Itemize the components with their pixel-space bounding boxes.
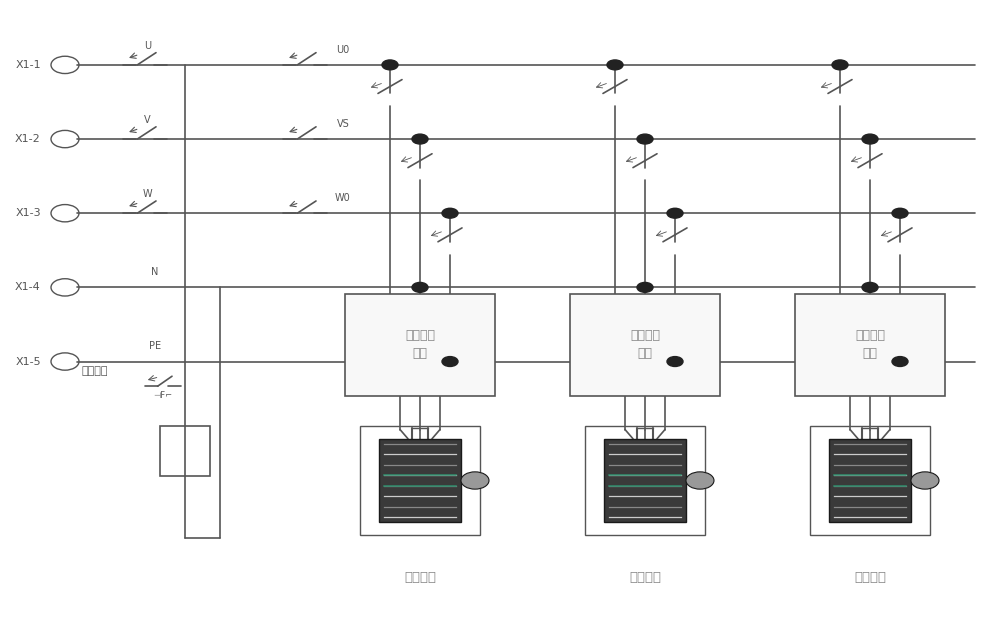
Text: 左右电机
伺服: 左右电机 伺服 [630, 329, 660, 360]
Circle shape [667, 357, 683, 366]
Text: X1-3: X1-3 [15, 208, 41, 218]
Text: 前后电机
伺服: 前后电机 伺服 [405, 329, 435, 360]
Text: VS: VS [337, 119, 349, 129]
Bar [360, 426, 480, 535]
Bar [570, 294, 720, 396]
Circle shape [667, 208, 683, 218]
Bar [810, 426, 930, 535]
Bar [160, 426, 210, 476]
Circle shape [637, 282, 653, 292]
Bar [829, 439, 911, 522]
Text: 前后电机: 前后电机 [404, 571, 436, 585]
Bar [604, 439, 686, 522]
Circle shape [442, 357, 458, 366]
Text: U0: U0 [336, 44, 350, 54]
Text: N: N [151, 267, 159, 277]
Circle shape [637, 134, 653, 144]
Text: X1-5: X1-5 [15, 357, 41, 366]
Text: 急停按鈕: 急停按鈕 [82, 366, 108, 376]
Circle shape [461, 472, 489, 489]
Circle shape [412, 134, 428, 144]
Circle shape [442, 208, 458, 218]
Bar [379, 439, 461, 522]
Text: PE: PE [149, 341, 161, 351]
Circle shape [862, 134, 878, 144]
Circle shape [686, 472, 714, 489]
Text: W: W [142, 189, 152, 199]
Bar [345, 294, 495, 396]
Text: 左右电机: 左右电机 [629, 571, 661, 585]
Text: X1-2: X1-2 [15, 134, 41, 144]
Circle shape [412, 282, 428, 292]
Text: V: V [144, 115, 151, 125]
Text: 上下电机: 上下电机 [854, 571, 886, 585]
Bar [795, 294, 945, 396]
Circle shape [832, 60, 848, 70]
Circle shape [607, 60, 623, 70]
Text: X1-1: X1-1 [15, 60, 41, 70]
Bar [585, 426, 705, 535]
Text: W0: W0 [335, 193, 351, 203]
Text: ⊣F⌐: ⊣F⌐ [153, 391, 173, 400]
Text: 上下电机
伺服: 上下电机 伺服 [855, 329, 885, 360]
Circle shape [862, 282, 878, 292]
Circle shape [382, 60, 398, 70]
Circle shape [892, 357, 908, 366]
Text: U: U [144, 41, 151, 51]
Text: X1-4: X1-4 [15, 282, 41, 292]
Circle shape [892, 208, 908, 218]
Circle shape [911, 472, 939, 489]
